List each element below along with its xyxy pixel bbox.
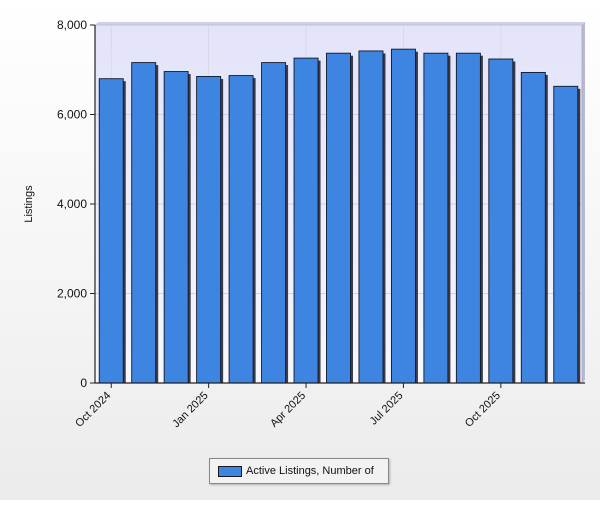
- bar: [520, 71, 546, 384]
- bar: [131, 62, 157, 384]
- bar: [163, 71, 189, 384]
- legend-label: Active Listings, Number of: [246, 465, 374, 477]
- y-tick-label: 6,000: [57, 108, 87, 122]
- legend: Active Listings, Number of: [209, 458, 389, 484]
- y-tick-label: 4,000: [57, 197, 87, 211]
- bar: [98, 78, 124, 384]
- x-tick-label: Jan 2025: [170, 390, 210, 430]
- legend-swatch: [218, 465, 242, 477]
- bar: [358, 50, 384, 384]
- bar: [455, 52, 481, 384]
- bar: [326, 52, 351, 384]
- bar: [293, 57, 319, 384]
- x-tick-label: Oct 2025: [463, 390, 503, 430]
- x-tick-label: Apr 2025: [268, 390, 308, 430]
- x-tick-label: Jul 2025: [368, 390, 406, 428]
- bar: [553, 85, 579, 384]
- y-tick-label: 0: [80, 376, 87, 390]
- y-tick-label: 2,000: [57, 287, 87, 301]
- bar: [423, 52, 449, 384]
- y-tick-label: 8,000: [57, 18, 87, 32]
- plot-right-wall: [582, 22, 585, 383]
- y-axis-title: Listings: [23, 185, 35, 223]
- bar: [196, 76, 222, 384]
- x-tick-label: Oct 2024: [73, 390, 113, 430]
- bar: [390, 48, 416, 384]
- bar: [488, 58, 514, 384]
- plot-top-wall: [95, 22, 585, 25]
- bar: [261, 62, 287, 384]
- bar: [228, 75, 254, 384]
